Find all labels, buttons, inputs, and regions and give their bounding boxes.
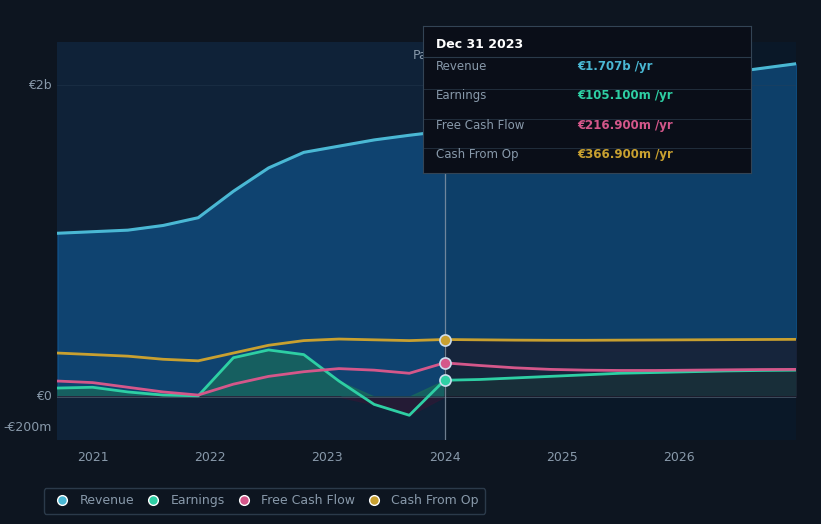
Legend: Revenue, Earnings, Free Cash Flow, Cash From Op: Revenue, Earnings, Free Cash Flow, Cash … xyxy=(44,488,485,514)
Text: €216.900m /yr: €216.900m /yr xyxy=(577,118,673,132)
Text: Past: Past xyxy=(412,49,438,62)
Text: Free Cash Flow: Free Cash Flow xyxy=(436,118,525,132)
Bar xyxy=(444,42,796,440)
Text: €366.900m /yr: €366.900m /yr xyxy=(577,148,673,161)
Text: Revenue: Revenue xyxy=(436,60,488,73)
Text: Dec 31 2023: Dec 31 2023 xyxy=(436,38,523,51)
Text: Analysts Forecasts: Analysts Forecasts xyxy=(451,49,566,62)
Text: Earnings: Earnings xyxy=(436,89,488,102)
Text: €105.100m /yr: €105.100m /yr xyxy=(577,89,672,102)
Text: Cash From Op: Cash From Op xyxy=(436,148,518,161)
Text: €1.707b /yr: €1.707b /yr xyxy=(577,60,653,73)
Text: €2b: €2b xyxy=(28,79,52,92)
Text: €0: €0 xyxy=(36,390,52,403)
Bar xyxy=(57,42,444,440)
Text: -€200m: -€200m xyxy=(3,421,52,434)
